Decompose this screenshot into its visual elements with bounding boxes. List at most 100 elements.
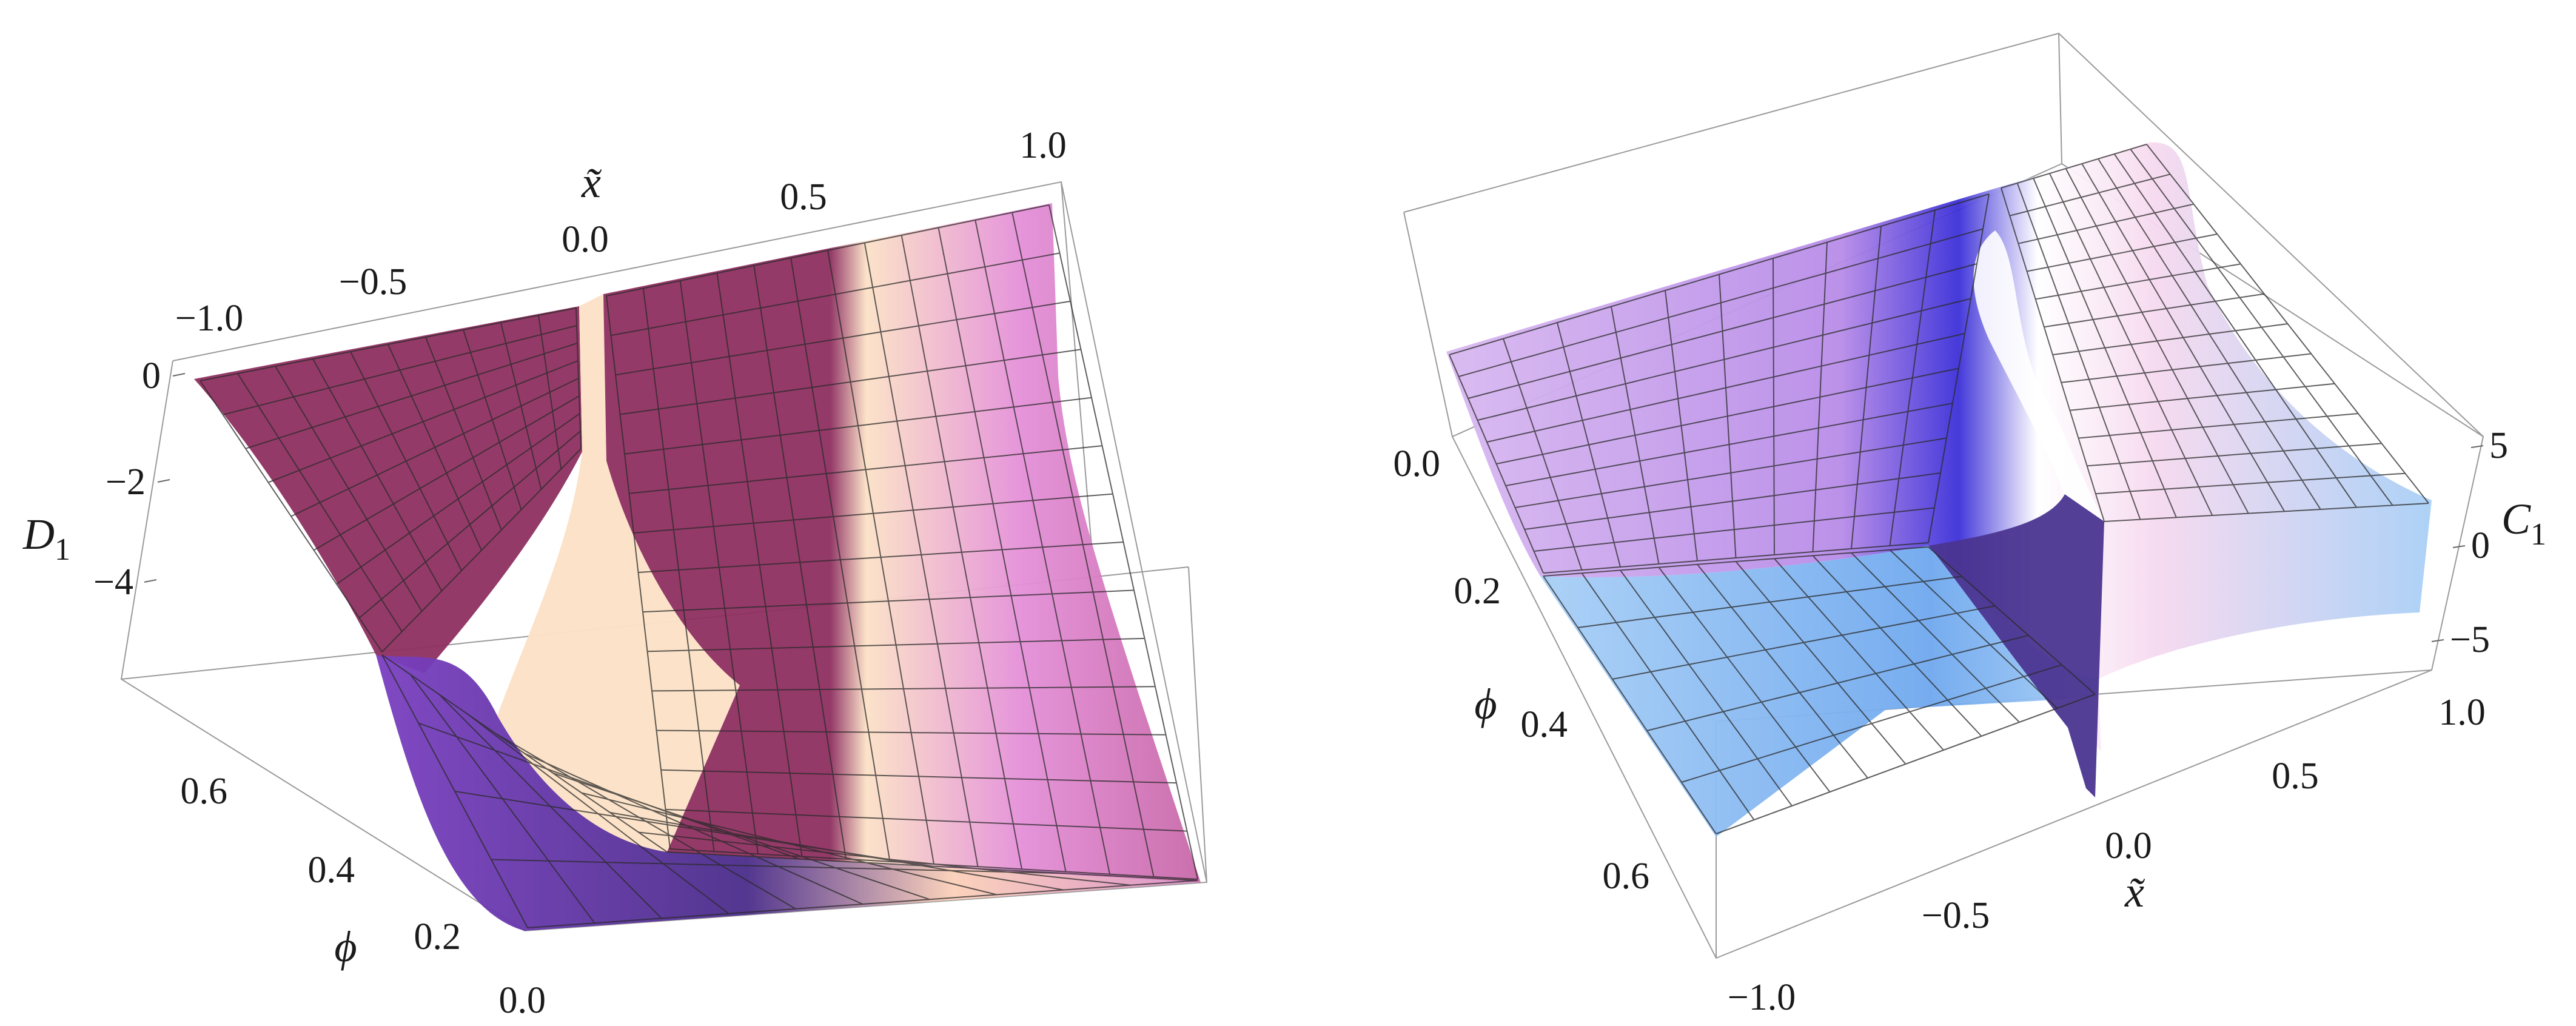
surface-mesh	[200, 204, 1198, 928]
surface-plateau-right	[603, 203, 1201, 882]
y-tick-3: 0.6	[1603, 856, 1650, 897]
mesh-right-plateau-line-v	[629, 445, 1102, 494]
mesh-front-line-v	[1577, 575, 1962, 628]
mesh-right-plateau-line-v	[651, 686, 1156, 692]
mesh-left-plateau-line-v	[245, 343, 578, 449]
y-tick-1: 0.2	[414, 916, 461, 957]
mesh-back-left-line-v	[1505, 403, 1953, 486]
z-tick-2: −5	[2450, 619, 2490, 660]
plot-panel-c1: 5 0 −5 C1 −1.0 −0.5 0.0 0.5 1.0 x̃ 0.0 0…	[1394, 32, 2546, 1018]
mesh-right-plateau-line-v	[660, 769, 1177, 784]
y-tick-2: 0.4	[308, 850, 355, 891]
y-tick-0: 0.0	[499, 980, 546, 1021]
mesh-back-left-line-v	[1458, 228, 1984, 377]
mesh-back-right-line-v	[2018, 203, 2194, 244]
mesh-front-line-v	[491, 859, 1065, 874]
z-tick-1: 0	[2471, 525, 2490, 566]
mesh-left-plateau-line-v	[268, 360, 579, 483]
mesh-back-right-line-v	[2087, 443, 2382, 467]
axis-x: −1.0 −0.5 0.0 0.5 1.0 x̃	[175, 125, 1067, 339]
mesh-front-line-v	[527, 880, 1198, 928]
surface-plateau-left	[194, 306, 582, 673]
y-tick-0: 0.0	[1394, 443, 1441, 485]
mesh-back-left-line-v	[1496, 367, 1959, 464]
mesh-back-right-line-v	[2009, 173, 2171, 216]
z-axis-label-sub: 1	[2531, 517, 2546, 552]
x-tick-2: 0.0	[2105, 825, 2152, 867]
z-tick-1: −2	[106, 461, 146, 503]
y-axis-label: ϕ	[1474, 680, 1497, 728]
mesh-back-right-line-v	[2027, 233, 2218, 272]
mesh-back-right-line-v	[2044, 293, 2264, 328]
y-tick-1: 0.2	[1454, 571, 1501, 612]
mesh-right-plateau-line-v	[656, 729, 1166, 736]
mesh-back-right-line-v	[2078, 413, 2358, 439]
mesh-back-left-line-v	[1543, 542, 1929, 574]
mesh-left-plateau-line-v	[336, 413, 580, 585]
x-tick-0: −1.0	[1728, 977, 1796, 1018]
mesh-back-right-line-v	[2052, 323, 2288, 355]
mesh-back-right-line-v	[2001, 144, 2147, 189]
z-tick-0: 0	[142, 355, 161, 397]
x-axis-label: x̃	[2124, 868, 2145, 916]
z-axis-label-sub: 1	[55, 532, 70, 567]
mesh-front-line-u	[1735, 561, 1907, 765]
z-tick-0: 5	[2489, 425, 2508, 466]
mesh-right-plateau-line-v	[665, 808, 1187, 832]
z-axis-label: C1	[2501, 495, 2546, 552]
mesh-back-right-line-v	[2070, 383, 2335, 411]
mesh-front-line-v	[381, 654, 668, 853]
mesh-front-line-u	[1851, 552, 2020, 723]
mesh-back-left-line-v	[1477, 298, 1971, 421]
surface-back	[1446, 142, 2432, 752]
z-axis-label-base: C	[2501, 495, 2531, 543]
mesh-front-line-v	[1612, 605, 1996, 680]
mesh-back-right-line-v	[2104, 503, 2429, 522]
mesh-front-line-u	[1620, 569, 1793, 806]
axis-x: −1.0 −0.5 0.0 0.5 1.0 x̃	[1728, 692, 2486, 1018]
plot-panel-d1: 0 −2 −4 D1 −1.0 −0.5 0.0 0.5 1.0 x̃ 0.0 …	[22, 125, 1208, 1021]
mesh-back-left-line-v	[1486, 333, 1965, 443]
mesh-right-plateau-line-v	[633, 493, 1113, 534]
axis-z: 0 −2 −4 D1	[22, 355, 186, 603]
mesh-right-plateau-line-v	[624, 397, 1092, 455]
mesh-front-line-u	[1658, 566, 1831, 793]
mesh-front-line-v	[454, 791, 933, 867]
mesh-front-line-u	[1543, 575, 1717, 834]
mesh-back-left-line-v	[1515, 437, 1947, 508]
mesh-back-left-line-v	[1449, 193, 1990, 355]
mesh-front-line-u	[1889, 549, 2058, 709]
z-axis-label-base: D	[22, 510, 55, 558]
mesh-right-plateau-line-v	[642, 589, 1135, 613]
mesh-front-line-v	[1543, 546, 1929, 577]
mesh-front-line-u	[1774, 558, 1944, 751]
x-tick-4: 1.0	[2438, 692, 2486, 733]
mesh-back-left-line-v	[1467, 263, 1977, 399]
mesh-right-plateau-line-v	[620, 349, 1081, 415]
mesh-back-right-line-v	[2061, 353, 2312, 383]
mesh-front-line-v	[1716, 694, 2096, 834]
x-axis-label: x̃	[581, 158, 602, 207]
x-tick-4: 1.0	[1019, 125, 1067, 166]
x-tick-3: 0.5	[780, 176, 827, 218]
mesh-back-right-line-v	[2095, 472, 2406, 495]
y-tick-2: 0.4	[1521, 704, 1568, 745]
mesh-left-plateau-line-v	[223, 325, 577, 415]
y-tick-3: 0.6	[181, 771, 228, 812]
surface	[194, 203, 1201, 931]
mesh-left-plateau-line-v	[200, 307, 577, 381]
mesh-front-line-u	[1697, 564, 1868, 779]
z-tick-2: −4	[93, 562, 133, 603]
x-tick-1: −0.5	[339, 261, 407, 303]
x-tick-0: −1.0	[175, 298, 243, 339]
mesh-back-left-line-v	[1534, 507, 1935, 552]
surface-spike-wall	[1928, 494, 2104, 797]
axis-y: 0.0 0.2 0.4 0.6 ϕ	[1394, 443, 1650, 897]
mesh-back-right-line-v	[2035, 263, 2241, 300]
surface	[1446, 142, 2432, 837]
mesh-back-left-line-v	[1524, 472, 1941, 530]
x-tick-1: −0.5	[1922, 895, 1990, 936]
x-tick-3: 0.5	[2272, 756, 2319, 797]
axis-y: 0.0 0.2 0.4 0.6 ϕ	[181, 771, 546, 1021]
